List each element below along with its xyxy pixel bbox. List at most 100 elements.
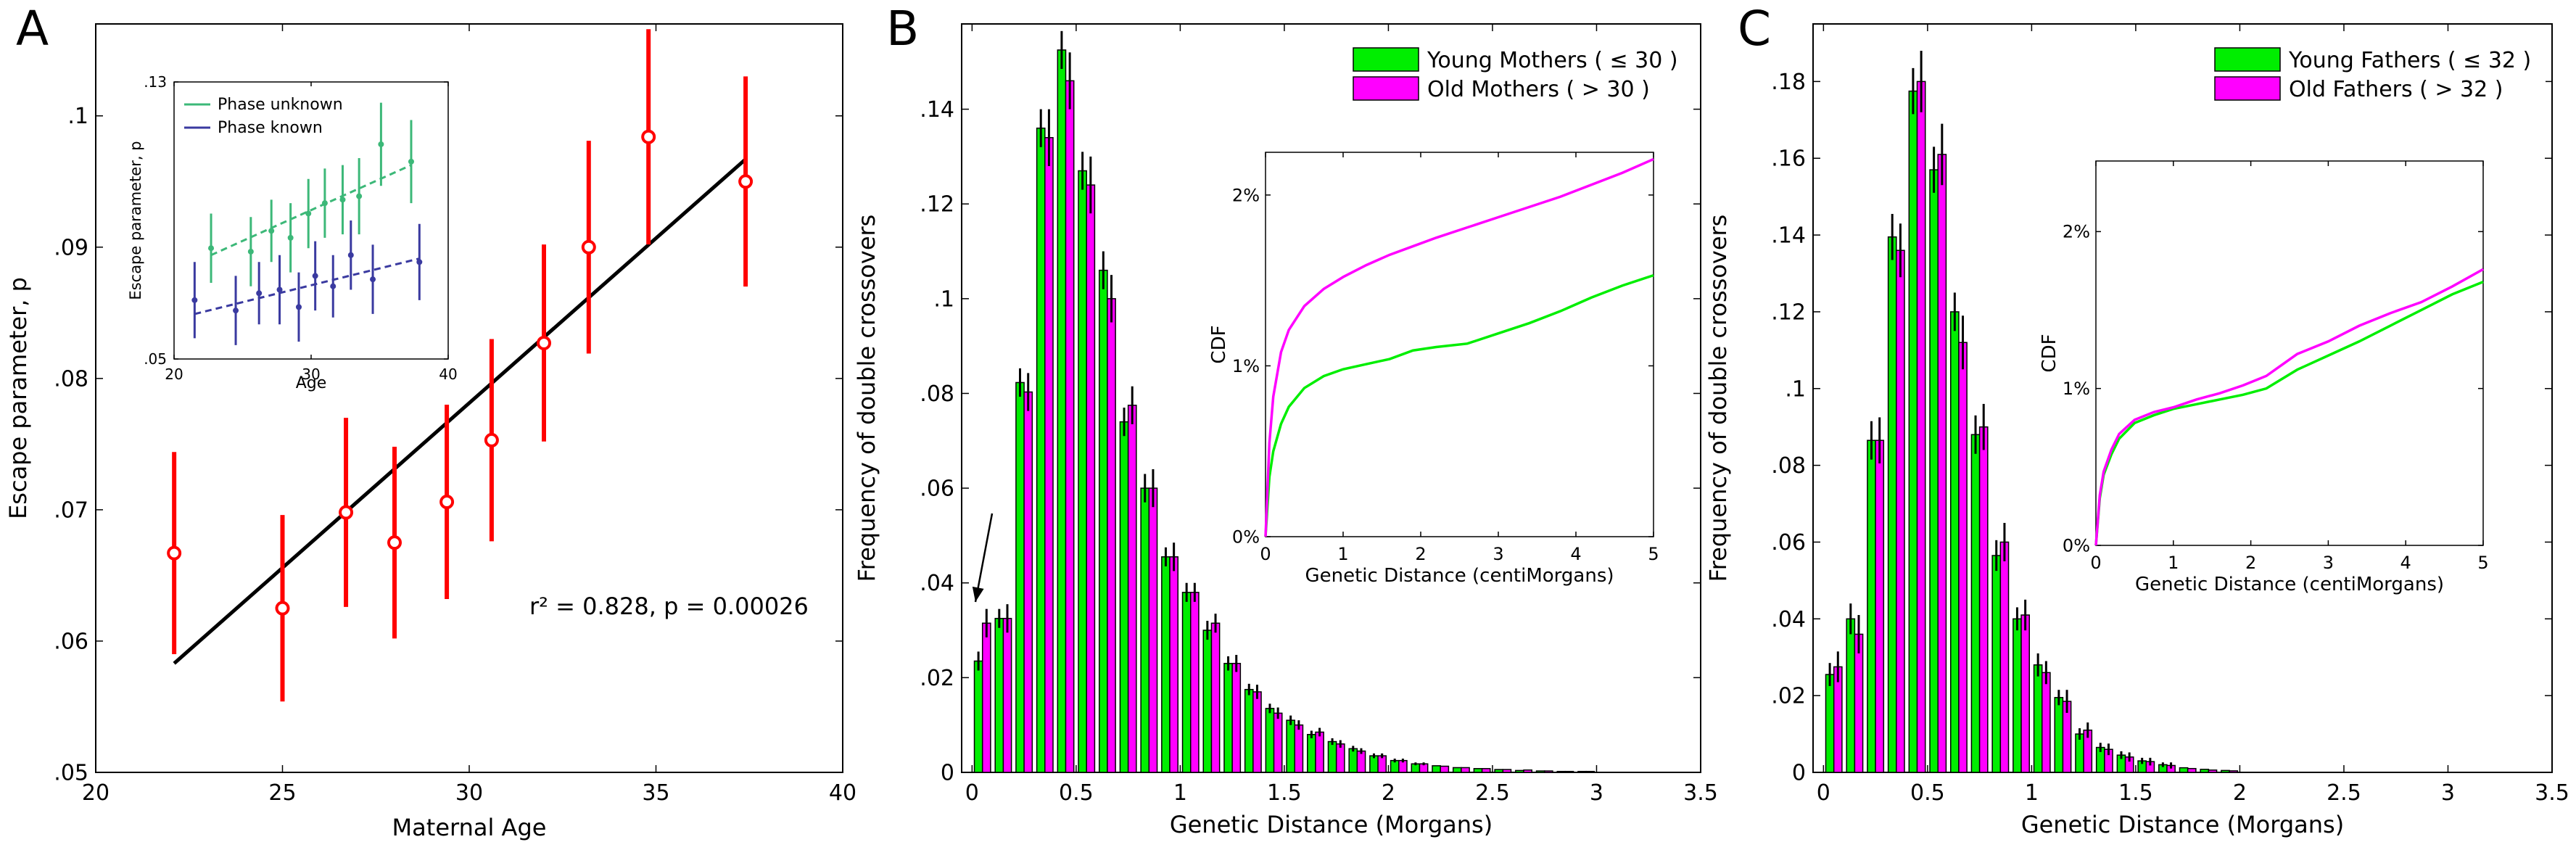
inset-data-point [416,259,423,265]
bar [1929,169,1939,773]
bar [1210,622,1221,773]
bar [1452,767,1462,773]
x-tick-label: 2.5 [1475,780,1510,806]
y-tick-label: .02 [920,666,954,691]
legend-swatch [1353,76,1419,101]
y-tick-label: .08 [54,366,88,392]
x-tick-label: 2.5 [2327,780,2361,806]
data-point [581,239,596,255]
bar [1127,405,1137,773]
bar [1335,743,1345,773]
x-tick-label: 30 [455,780,483,806]
bar [1002,617,1012,773]
data-point [387,535,402,550]
stats-annotation: r² = 0.828, p = 0.00026 [529,593,809,620]
inset-data-point [347,252,354,258]
bar [1369,755,1379,773]
inset-data-point [330,283,337,289]
y-tick-label: .08 [920,381,954,407]
bar [1377,755,1387,773]
panel-label: B [886,1,919,57]
y-tick-label: 1% [2063,379,2090,399]
bar [1169,556,1178,773]
inset-data-point [287,234,294,241]
x-tick-label: 25 [268,780,296,806]
inset-data-point [339,197,346,203]
bar [1348,748,1358,773]
y-tick-label: 0 [1792,761,1806,786]
x-tick-label: 40 [439,366,457,383]
bar [994,617,1004,773]
panel-label: A [16,1,49,57]
legend-label: Young Fathers ( ≤ 32 ) [2288,48,2531,73]
x-tick-label: 40 [829,780,856,806]
x-axis-label: Genetic Distance (Morgans) [1170,811,1493,838]
x-tick-label: 1 [2168,553,2179,573]
data-point [641,129,656,144]
y-tick-label: .05 [144,350,167,368]
x-tick-label: 4 [2400,553,2411,573]
data-point [738,174,754,189]
y-tick-label: .1 [933,286,954,312]
x-tick-label: 2 [2233,780,2247,806]
inset-data-point [295,304,302,310]
y-tick-label: .14 [920,97,954,123]
panel-label: C [1738,1,1771,57]
y-tick-label: .18 [1771,70,1806,95]
x-tick-label: 2 [1382,780,1395,806]
inset-y-axis-label: Escape parameter, p [127,141,144,300]
y-axis-label: Frequency of double crossovers [853,215,880,582]
inset-y-axis-label: CDF [2039,334,2060,372]
inset-legend-label: Phase unknown [218,96,343,114]
y-tick-label: .05 [54,761,88,786]
y-tick-label: .16 [1771,146,1806,172]
x-tick-label: 20 [82,780,110,806]
bar [1065,80,1075,773]
y-tick-label: .07 [54,498,88,523]
inset-fit-line [194,257,420,315]
bar [1908,90,1918,773]
bar [2221,769,2230,773]
bar [1846,618,1856,773]
x-tick-label: 1 [1337,544,1348,564]
legend-swatch [1353,47,1419,72]
inset-axes [2095,160,2484,546]
bar [1107,298,1116,773]
legend-swatch [2214,47,2281,72]
y-tick-label: 0% [2063,535,2090,556]
bar [2179,767,2189,773]
bar [1543,770,1553,773]
x-tick-label: 5 [2477,553,2488,573]
y-tick-label: .12 [1771,300,1806,325]
x-tick-label: 1.5 [2118,780,2153,806]
cdf-line [2094,268,2484,546]
bar [1432,765,1441,773]
bar [1057,49,1067,773]
bar [1307,733,1316,773]
x-tick-label: 5 [1648,544,1659,564]
bar [1825,674,1835,773]
bar [1481,768,1491,773]
bar [1252,691,1262,773]
inset-legend-label: Phase known [218,119,323,137]
bar [1244,688,1254,773]
bar [1265,708,1275,773]
inset-data-point [191,297,198,303]
bar [1999,541,2010,773]
data-point [439,495,455,510]
inset-data-point [268,228,275,234]
bar [1461,767,1470,773]
y-tick-label: .1 [67,104,88,129]
y-tick-label: .04 [920,571,954,596]
data-point [537,335,551,350]
bar [1098,269,1108,773]
y-tick-label: 1% [1232,356,1260,376]
y-tick-label: .12 [920,192,954,218]
bar [1473,768,1483,773]
inset-data-point [408,158,414,165]
bar [1315,731,1324,773]
bar [2020,614,2030,773]
bar [1148,487,1158,773]
x-axis-label: Maternal Age [392,814,547,841]
